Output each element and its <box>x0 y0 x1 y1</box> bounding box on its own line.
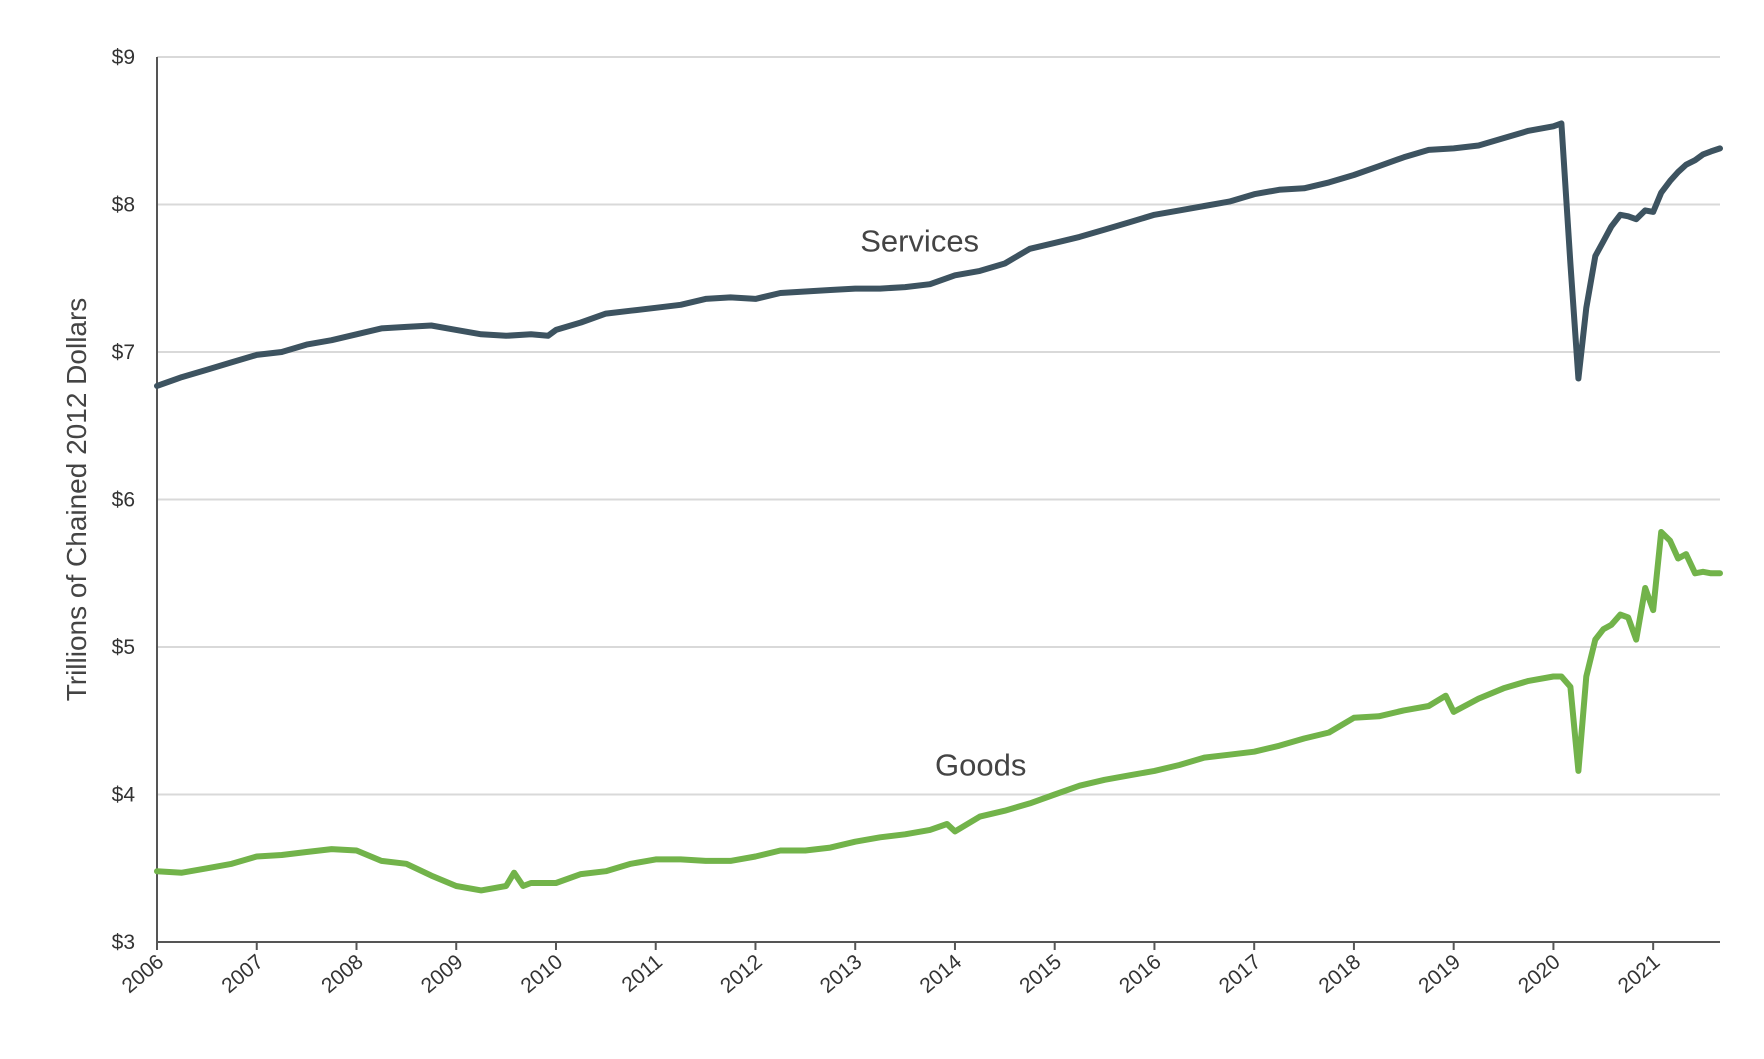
x-tick-label: 2006 <box>118 950 169 998</box>
series-label-goods: Goods <box>935 747 1026 782</box>
series-label-services: Services <box>860 224 979 259</box>
y-tick-label: $4 <box>112 784 136 807</box>
y-tick-label: $7 <box>112 341 135 364</box>
x-tick-label: 2012 <box>716 950 767 998</box>
x-tick-label: 2011 <box>618 950 667 997</box>
x-tick-label: 2020 <box>1514 950 1565 998</box>
x-tick-label: 2019 <box>1414 950 1465 998</box>
x-tick-label: 2013 <box>816 950 867 998</box>
grid-layer <box>157 56 1720 796</box>
series-layer <box>154 120 1723 894</box>
y-tick-label: $3 <box>112 931 135 954</box>
y-tick-label: $8 <box>112 194 135 217</box>
x-tick-label: 2008 <box>317 950 368 998</box>
x-tick-label: 2016 <box>1115 950 1166 998</box>
y-tick-label: $6 <box>112 489 135 512</box>
y-tick-label: $9 <box>112 46 135 69</box>
x-tick-label: 2021 <box>1614 950 1665 998</box>
x-tick-label: 2018 <box>1315 950 1366 998</box>
x-tick-label: 2014 <box>916 950 967 998</box>
y-tick-label: $5 <box>112 636 135 659</box>
x-tick-label: 2017 <box>1215 950 1266 998</box>
x-tick-label: 2015 <box>1015 950 1066 998</box>
x-tick-label: 2009 <box>417 950 468 998</box>
series-line-services <box>154 120 1723 389</box>
series-line-goods <box>154 529 1723 894</box>
x-tick-label: 2007 <box>217 950 268 998</box>
annotation-layer: Services Goods <box>860 224 1026 783</box>
x-tick-label: 2010 <box>517 950 568 998</box>
axes-layer: $3 $4 $5 $6 $7 $8 $9 2006 2007 2008 2009 2010 2011 20… <box>112 46 1720 998</box>
y-axis-label: Trillions of Chained 2012 Dollars <box>61 298 92 702</box>
